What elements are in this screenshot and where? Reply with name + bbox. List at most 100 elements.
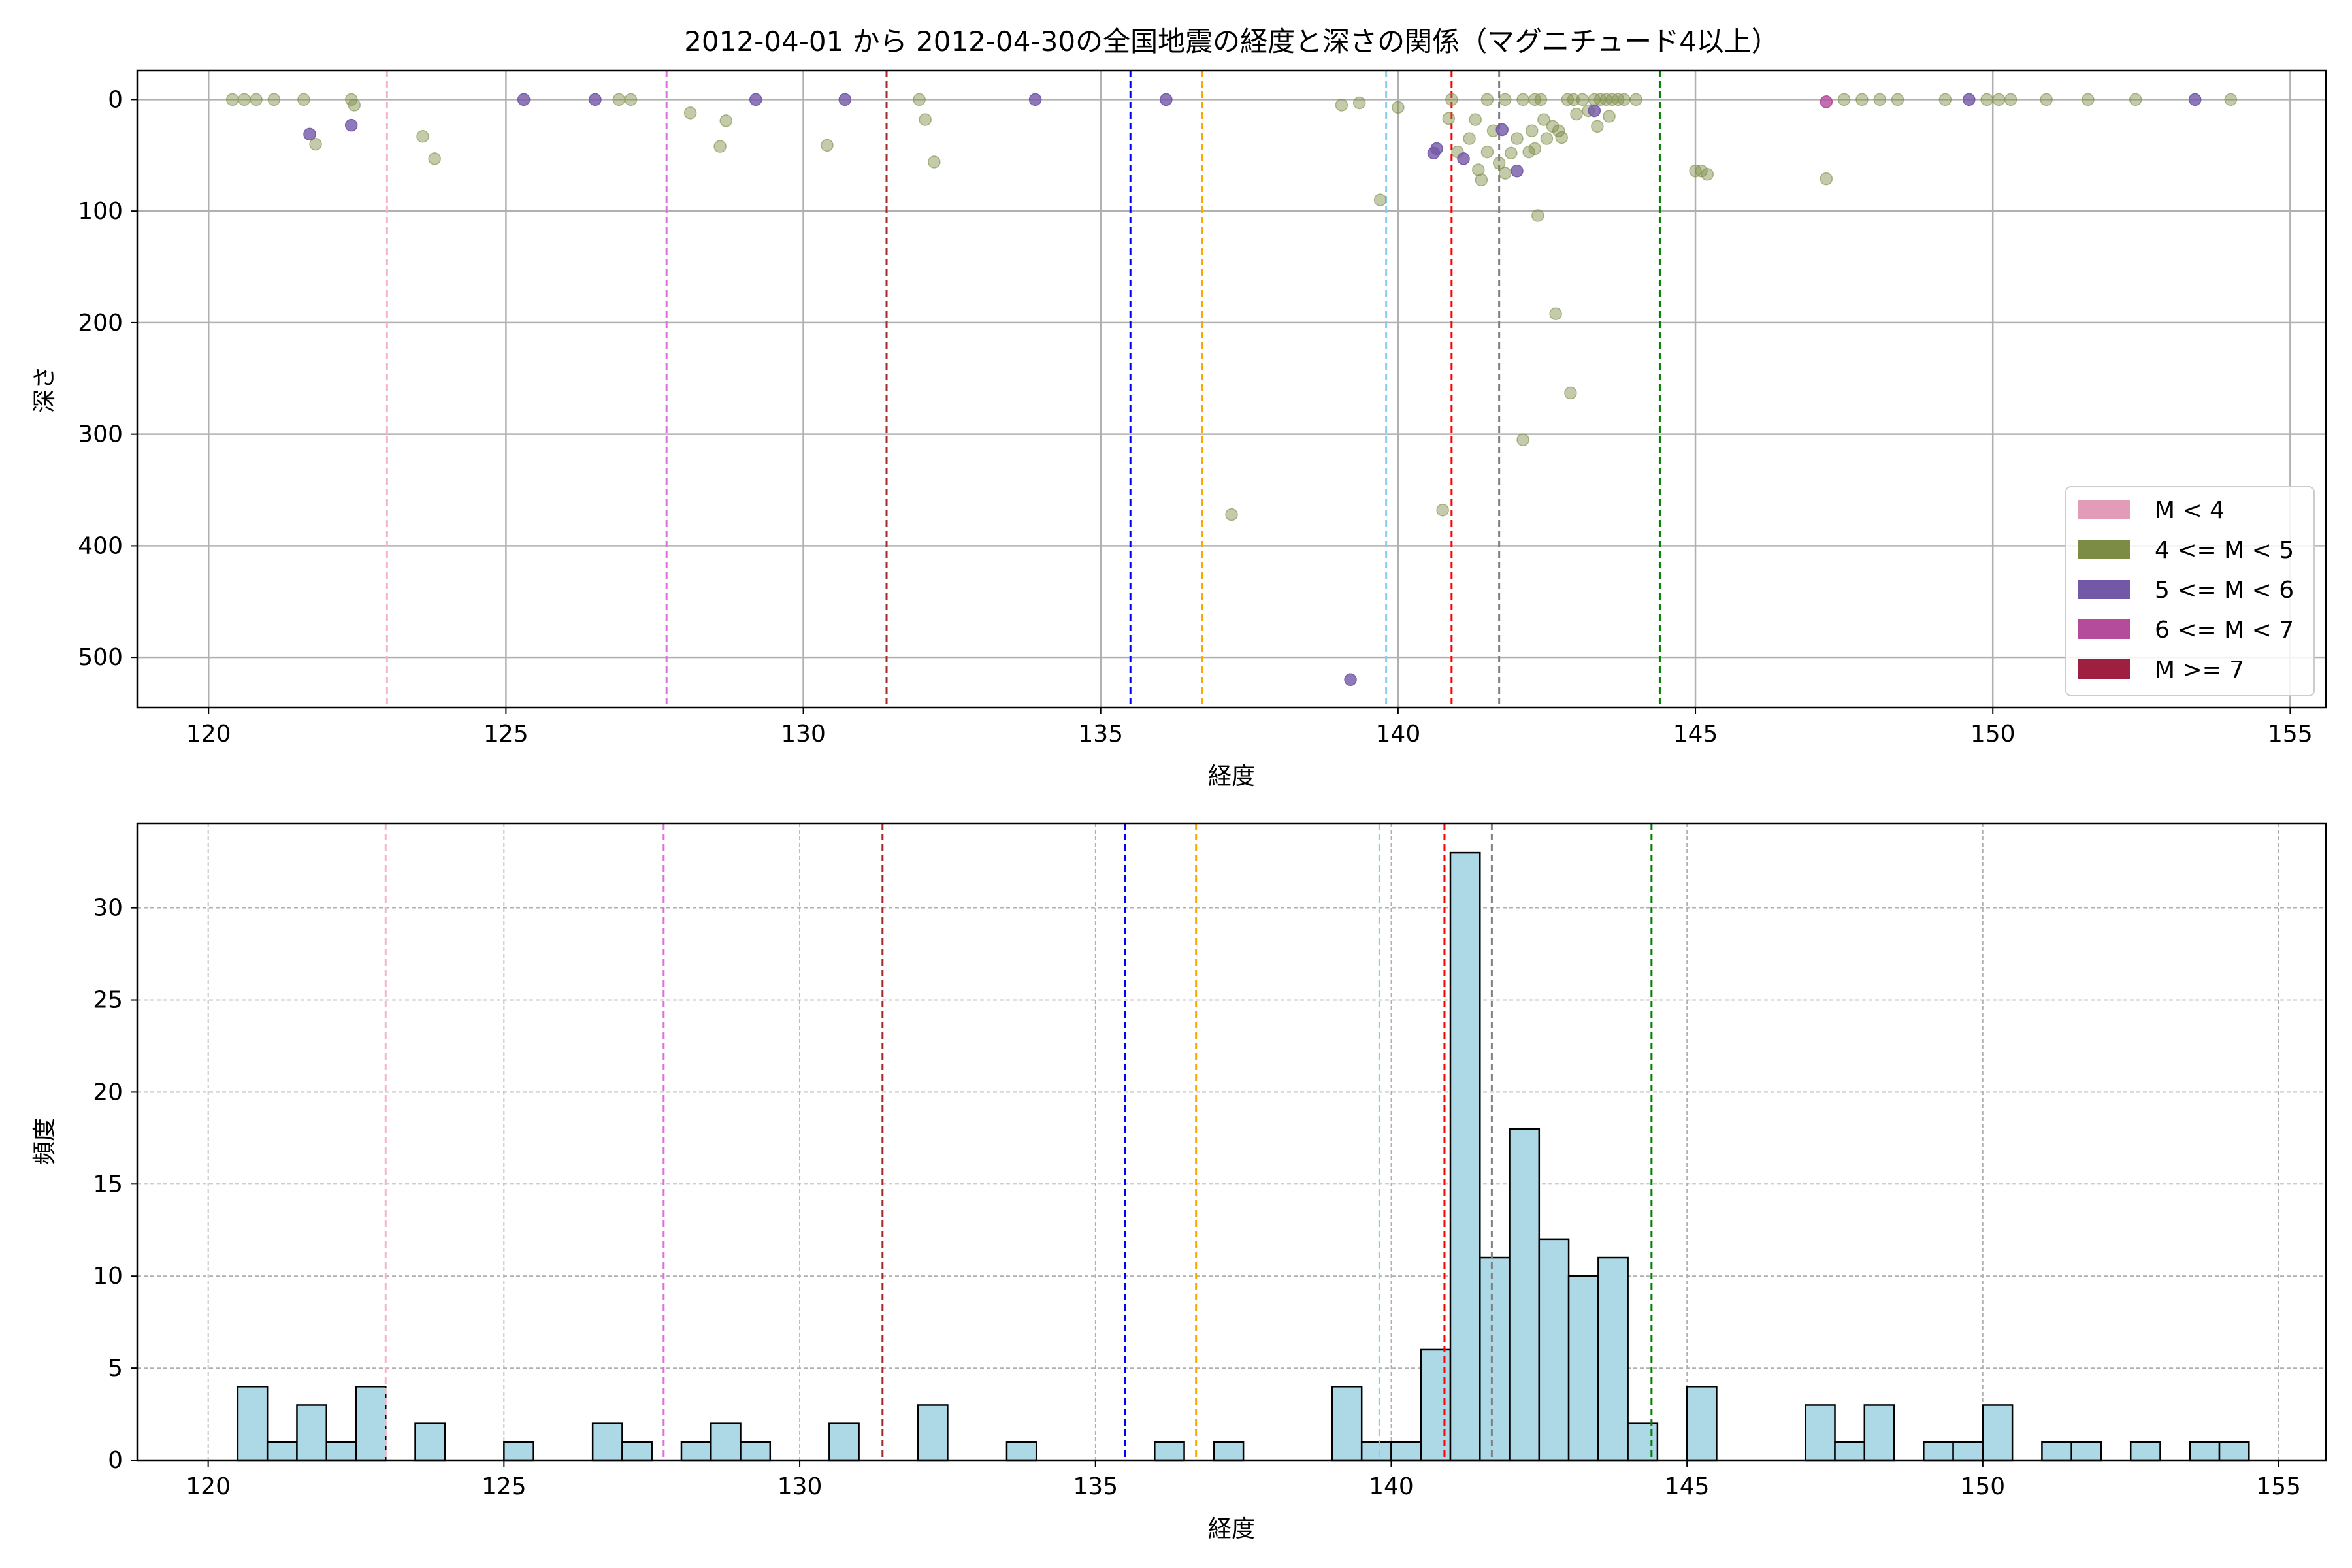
scatter-point — [2082, 93, 2095, 106]
scatter-point — [267, 93, 281, 106]
scatter-x-ticks: 120 125 130 135 140 145 150 155 — [186, 708, 2313, 747]
scatter-y-ticks: 0 100 200 300 400 500 — [78, 86, 137, 671]
scatter-x-tick-label: 155 — [2268, 721, 2313, 747]
legend-swatch-m-gte-7 — [2078, 659, 2130, 679]
scatter-point — [348, 99, 361, 112]
scatter-point — [250, 93, 263, 106]
scatter-point — [1618, 93, 1631, 106]
scatter-point — [1570, 107, 1583, 121]
scatter-point — [1525, 124, 1539, 137]
scatter-point — [1028, 93, 1042, 106]
scatter-point — [1495, 123, 1509, 137]
scatter-point — [1820, 172, 1833, 186]
scatter-point — [719, 114, 732, 127]
legend-label-m-gte-7: M >= 7 — [2155, 657, 2244, 683]
histogram-bar — [710, 1422, 742, 1462]
scatter-point — [1963, 93, 1976, 106]
scatter-point — [1511, 132, 1524, 145]
scatter-point — [2129, 93, 2142, 106]
histogram-bar — [1804, 1404, 1836, 1462]
scatter-point — [919, 113, 932, 126]
scatter-point — [624, 93, 638, 106]
histogram-bar — [1863, 1404, 1895, 1462]
histogram-bar — [1154, 1441, 1185, 1462]
histogram-bar — [237, 1386, 269, 1462]
histogram-bar — [591, 1422, 623, 1462]
legend-swatch-m-6-7 — [2078, 619, 2130, 639]
scatter-point — [1492, 156, 1506, 170]
scatter-point — [1499, 93, 1512, 106]
legend-label-m-5-6: 5 <= M < 6 — [2155, 577, 2294, 604]
histogram-bar — [1449, 851, 1481, 1462]
scatter-x-label: 経度 — [1208, 763, 1255, 790]
scatter-point — [1629, 93, 1642, 106]
scatter-point — [1591, 120, 1604, 133]
histogram-bar — [1923, 1441, 1954, 1462]
histogram-bar — [503, 1441, 534, 1462]
scatter-x-tick-label: 145 — [1673, 721, 1718, 747]
histogram-bar — [1331, 1386, 1363, 1462]
scatter-point — [1552, 124, 1565, 137]
scatter-point — [2040, 93, 2053, 106]
scatter-point — [1873, 93, 1887, 106]
scatter-point — [1335, 99, 1348, 112]
histogram-axes: 120 125 130 135 140 145 150 155 0 5 10 15 20 25 30 経度… — [31, 822, 2327, 1543]
histogram-bar — [2129, 1441, 2161, 1462]
scatter-point — [1820, 95, 1833, 108]
scatter-point — [838, 93, 852, 106]
scatter-y-label: 深さ — [31, 366, 58, 413]
scatter-point — [1549, 307, 1562, 320]
histogram-x-tick-label: 150 — [1961, 1473, 2006, 1500]
scatter-y-tick-label: 0 — [108, 86, 123, 113]
scatter-point — [1534, 93, 1548, 106]
scatter-point — [1701, 168, 1714, 181]
scatter-point — [2004, 93, 2017, 106]
histogram-bar — [2070, 1441, 2102, 1462]
histogram-bar — [1420, 1348, 1452, 1462]
scatter-axes: 120 125 130 135 140 145 150 155 0 100 200 300 400 50… — [31, 69, 2327, 790]
histogram-bar — [1360, 1441, 1392, 1462]
histogram-x-tick-label: 120 — [186, 1473, 231, 1500]
scatter-point — [928, 155, 941, 169]
scatter-x-tick-label: 120 — [186, 721, 231, 747]
histogram-bar — [266, 1441, 298, 1462]
scatter-frame — [136, 69, 2327, 709]
histogram-x-tick-label: 155 — [2256, 1473, 2301, 1500]
scatter-legend: M < 4 4 <= M < 5 5 <= M < 6 6 <= M < 7 M… — [2065, 486, 2315, 696]
scatter-point — [749, 93, 762, 106]
histogram-bar — [1597, 1256, 1629, 1462]
histogram-y-tick-label: 10 — [93, 1263, 123, 1290]
legend-box — [2065, 486, 2315, 696]
scatter-point — [1480, 145, 1494, 159]
scatter-point — [1695, 164, 1708, 178]
scatter-y-tick-label: 200 — [78, 310, 123, 336]
histogram-frame — [136, 822, 2327, 1462]
histogram-bar — [355, 1386, 387, 1462]
scatter-point — [1463, 132, 1476, 145]
histogram-x-tick-label: 145 — [1665, 1473, 1710, 1500]
scatter-point — [1938, 93, 1952, 106]
scatter-point — [1564, 386, 1577, 400]
histogram-bar — [1982, 1404, 2014, 1462]
scatter-point — [344, 118, 358, 132]
histogram-x-tick-label: 125 — [482, 1473, 527, 1500]
histogram-bar — [1509, 1128, 1541, 1462]
histogram-bar — [828, 1422, 860, 1462]
scatter-point — [1225, 508, 1238, 521]
scatter-point — [1522, 145, 1535, 159]
scatter-point — [416, 129, 429, 143]
legend-swatch-m-5-6 — [2078, 580, 2130, 599]
histogram-x-tick-label: 130 — [777, 1473, 823, 1500]
scatter-point — [1540, 132, 1554, 145]
scatter-x-tick-label: 140 — [1376, 721, 1421, 747]
scatter-point — [1531, 209, 1544, 222]
scatter-point — [1430, 142, 1443, 155]
histogram-bar — [1479, 1256, 1511, 1462]
scatter-point — [1373, 193, 1387, 206]
scatter-point — [1469, 113, 1482, 126]
histogram-bar — [740, 1441, 772, 1462]
scatter-y-tick-label: 400 — [78, 532, 123, 559]
histogram-bar — [1213, 1441, 1245, 1462]
scatter-point — [1603, 110, 1616, 123]
histogram-y-label: 頻度 — [31, 1118, 58, 1165]
